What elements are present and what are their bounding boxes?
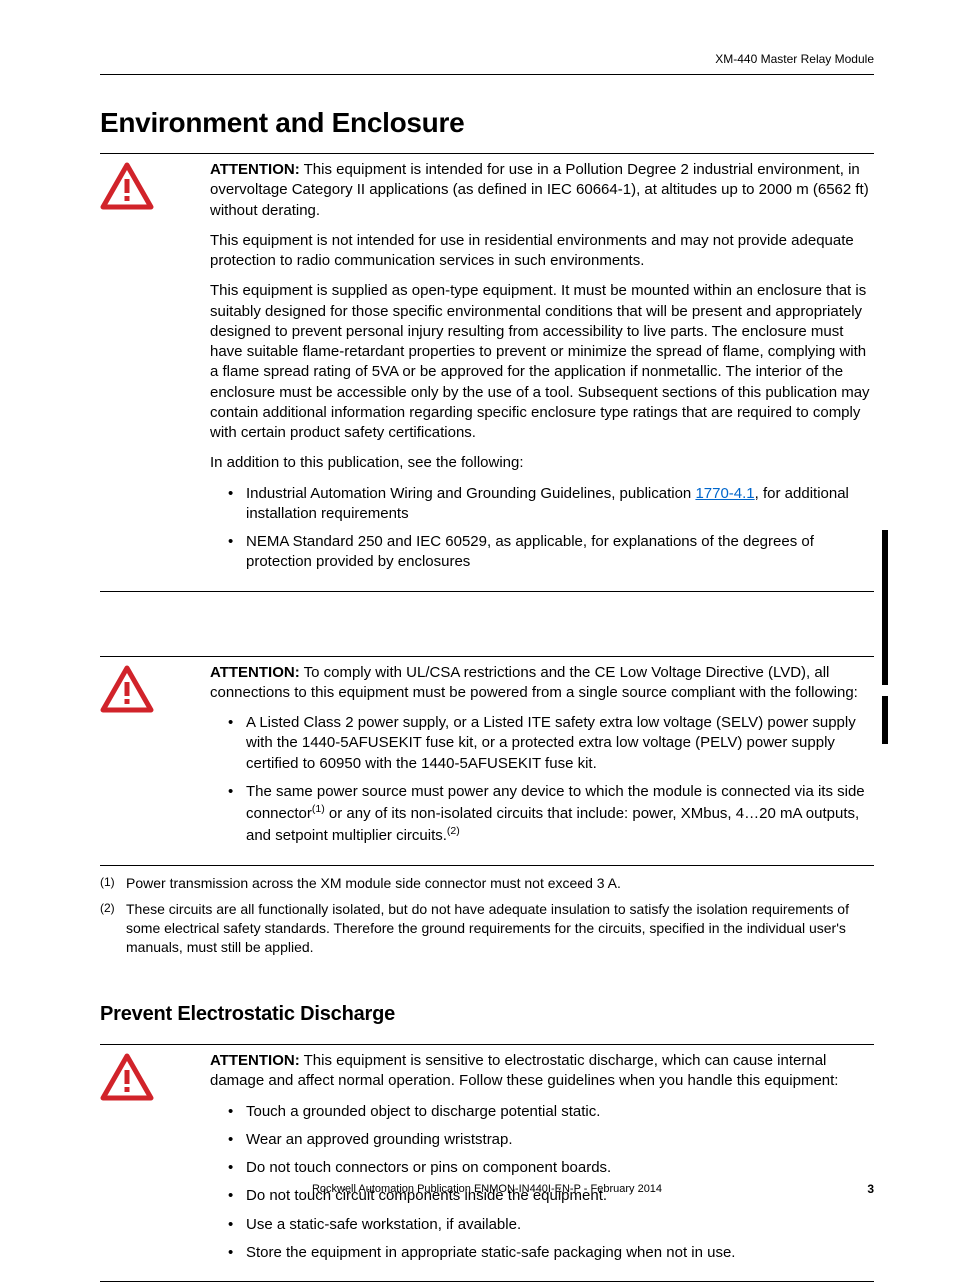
- list-item: A Listed Class 2 power supply, or a List…: [228, 713, 874, 774]
- attention-label: ATTENTION:: [210, 1052, 300, 1069]
- footnote-ref: (1): [312, 803, 325, 815]
- page-header: XM-440 Master Relay Module: [100, 52, 874, 75]
- attention-label: ATTENTION:: [210, 161, 300, 178]
- list-item: Touch a grounded object to discharge pot…: [228, 1102, 874, 1122]
- change-bar: [882, 530, 888, 685]
- attention-list: A Listed Class 2 power supply, or a List…: [210, 713, 874, 847]
- footnote-text: Power transmission across the XM module …: [126, 874, 874, 893]
- attention-text: This equipment is sensitive to electrost…: [210, 1052, 838, 1089]
- list-item: Industrial Automation Wiring and Groundi…: [228, 484, 874, 525]
- subsection-heading: Prevent Electrostatic Discharge: [100, 1003, 874, 1026]
- page-footer: Rockwell Automation Publication ENMON-IN…: [100, 1183, 874, 1195]
- attention-text: In addition to this publication, see the…: [210, 453, 874, 473]
- publication-info: Rockwell Automation Publication ENMON-IN…: [312, 1183, 662, 1195]
- footnote-marker: (2): [100, 900, 126, 957]
- page-number: 3: [867, 1182, 874, 1196]
- list-item: Use a static-safe workstation, if availa…: [228, 1215, 874, 1235]
- attention-list: Industrial Automation Wiring and Groundi…: [210, 484, 874, 573]
- footnote-text: These circuits are all functionally isol…: [126, 900, 874, 957]
- change-bar: [882, 696, 888, 744]
- attention-block-power: ATTENTION: To comply with UL/CSA restric…: [100, 656, 874, 866]
- list-item: Wear an approved grounding wriststrap.: [228, 1130, 874, 1150]
- footnote: (1) Power transmission across the XM mod…: [100, 874, 874, 893]
- doc-title: XM-440 Master Relay Module: [715, 52, 874, 66]
- attention-text: This equipment is not intended for use i…: [210, 231, 874, 272]
- list-item: NEMA Standard 250 and IEC 60529, as appl…: [228, 532, 874, 573]
- attention-icon: [100, 1051, 210, 1101]
- attention-icon: [100, 663, 210, 713]
- list-item: Store the equipment in appropriate stati…: [228, 1243, 874, 1263]
- attention-body: ATTENTION: This equipment is sensitive t…: [210, 1051, 874, 1271]
- attention-text: This equipment is intended for use in a …: [210, 161, 869, 219]
- footnote-marker: (1): [100, 874, 126, 893]
- attention-text: To comply with UL/CSA restrictions and t…: [210, 664, 858, 701]
- publication-link[interactable]: 1770-4.1: [695, 485, 754, 502]
- attention-block-esd: ATTENTION: This equipment is sensitive t…: [100, 1044, 874, 1282]
- attention-body: ATTENTION: This equipment is intended fo…: [210, 160, 874, 581]
- footnote: (2) These circuits are all functionally …: [100, 900, 874, 957]
- list-item: Do not touch connectors or pins on compo…: [228, 1158, 874, 1178]
- attention-text: This equipment is supplied as open-type …: [210, 281, 874, 443]
- section-heading: Environment and Enclosure: [100, 107, 874, 139]
- attention-body: ATTENTION: To comply with UL/CSA restric…: [210, 663, 874, 855]
- footnote-ref: (2): [447, 825, 460, 837]
- attention-label: ATTENTION:: [210, 664, 300, 681]
- attention-block-environment: ATTENTION: This equipment is intended fo…: [100, 153, 874, 592]
- attention-icon: [100, 160, 210, 210]
- list-item: The same power source must power any dev…: [228, 782, 874, 847]
